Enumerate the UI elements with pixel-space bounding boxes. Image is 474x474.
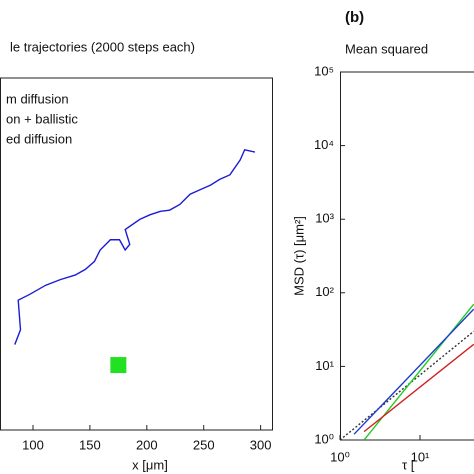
x-tick-label: 10¹ (411, 449, 430, 464)
y-tick-label: 10⁰ (314, 431, 334, 446)
series-line (363, 303, 474, 440)
x-axis-label: τ [ (402, 457, 415, 472)
series-line (14, 148, 256, 345)
right-title: Mean squared (345, 41, 428, 56)
y-axis-label: MSD (τ) [μm²] (291, 216, 306, 296)
plot-frame (340, 71, 474, 441)
legend-entry: ed diffusion (6, 131, 72, 146)
panel-label: (b) (345, 9, 364, 26)
x-tick-label: 200 (136, 437, 158, 452)
legend-entry: m diffusion (6, 91, 69, 106)
series-line (353, 308, 474, 435)
y-tick-label: 10⁴ (314, 137, 334, 152)
y-tick-label: 10² (315, 284, 334, 299)
left-title: le trajectories (2000 steps each) (10, 39, 195, 54)
plot-frame (0, 77, 273, 431)
legend-entry: on + ballistic (6, 111, 78, 126)
x-tick-label: 150 (79, 437, 101, 452)
y-tick-label: 10⁵ (314, 63, 334, 78)
x-axis-label: x [μm] (132, 457, 168, 472)
y-tick-label: 10³ (315, 211, 334, 226)
y-tick-label: 10¹ (315, 358, 334, 373)
x-tick-label: 100 (22, 437, 44, 452)
x-tick-label: 10⁰ (330, 449, 350, 464)
marker (110, 357, 127, 374)
series-line (363, 343, 474, 433)
x-tick-label: 250 (193, 437, 215, 452)
series-line (340, 330, 474, 440)
x-tick-label: 300 (250, 437, 272, 452)
